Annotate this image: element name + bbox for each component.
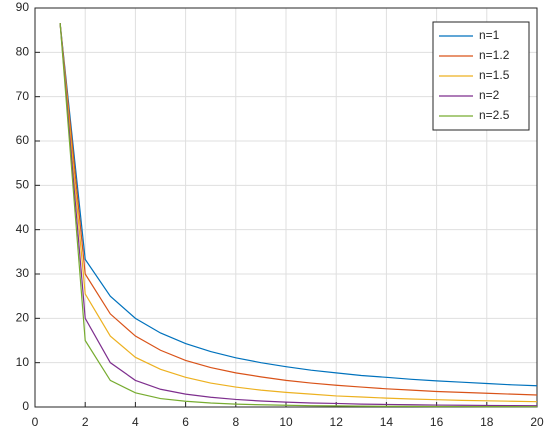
legend-label: n=1: [479, 28, 500, 42]
y-tick-label: 60: [16, 133, 30, 147]
plot-frame: [34, 7, 538, 408]
y-tick-label: 80: [16, 45, 30, 59]
data-line: [59, 23, 538, 396]
legend-label: n=2.5: [479, 108, 510, 122]
y-tick-label: 0: [22, 399, 29, 413]
data-line: [59, 23, 538, 408]
legend-label: n=1.2: [479, 48, 510, 62]
x-tick-label: 2: [82, 415, 89, 429]
y-tick-label: 50: [16, 178, 30, 192]
x-tick-label: 10: [279, 415, 293, 429]
data-line: [59, 23, 538, 403]
y-tick-label: 30: [16, 266, 30, 280]
y-tick-label: 40: [16, 222, 30, 236]
data-line: [59, 23, 538, 407]
x-tick-label: 4: [132, 415, 139, 429]
legend-label: n=1.5: [479, 68, 510, 82]
x-tick-label: 12: [330, 415, 344, 429]
x-tick-label: 18: [480, 415, 494, 429]
x-tick-label: 14: [380, 415, 394, 429]
x-tick-label: 8: [232, 415, 239, 429]
x-tick-label: 6: [182, 415, 189, 429]
x-tick-label: 16: [430, 415, 444, 429]
x-tick-label: 20: [530, 415, 544, 429]
y-tick-label: 90: [16, 0, 30, 14]
y-tick-label: 20: [16, 311, 30, 325]
x-tick-label: 0: [32, 415, 39, 429]
data-line: [59, 23, 538, 387]
legend: n=1 n=1.2 n=1.5 n=2 n=2.5: [432, 21, 530, 131]
y-tick-label: 10: [16, 355, 30, 369]
y-tick-label: 70: [16, 89, 30, 103]
legend-label: n=2: [479, 88, 500, 102]
